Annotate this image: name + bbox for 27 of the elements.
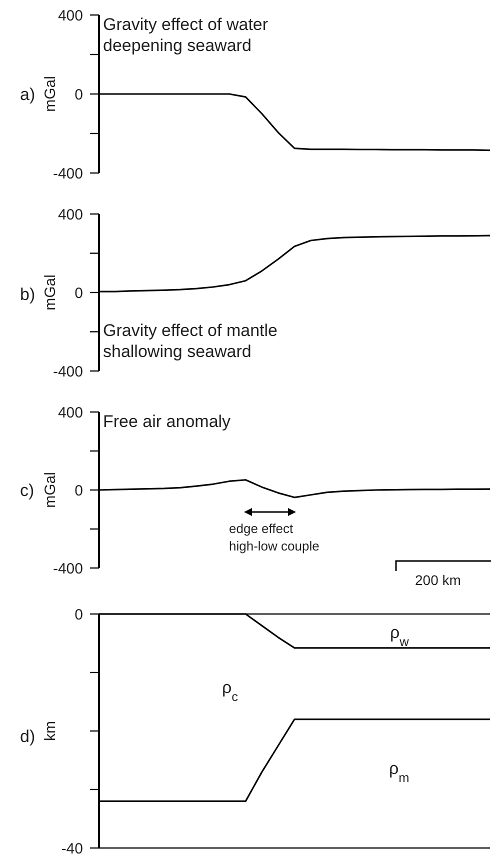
y-axis-title: km — [42, 721, 59, 741]
y-axis-title: mGal — [42, 274, 59, 310]
annotation: ρ$_{w}$ — [390, 623, 410, 648]
text: c) — [20, 481, 34, 500]
annotation: ρ$_{c}$ — [222, 678, 239, 704]
y-tick-label: 0 — [74, 86, 83, 104]
y-tick-label: -40 — [61, 840, 83, 858]
text: Gravity effect of mantle shallowing seaward — [103, 321, 278, 362]
y-tick-label: -400 — [52, 363, 83, 380]
annotation: ρ$_{m}$ — [389, 759, 410, 784]
y-tick-label: 400 — [58, 404, 83, 422]
text: b) — [20, 285, 36, 304]
y-tick-label: 0 — [74, 482, 83, 500]
text: d) — [20, 727, 36, 746]
text: 200 km — [415, 572, 461, 588]
y-tick-label: -400 — [52, 165, 83, 182]
text: Gravity effect of water deepening seaward — [103, 15, 268, 56]
y-tick-label: 0 — [74, 606, 83, 624]
chart-title: Free air anomaly — [103, 412, 232, 432]
y-tick-label: 400 — [58, 7, 83, 24]
y-axis-title: mGal — [42, 76, 59, 112]
text: a) — [20, 85, 36, 104]
y-tick-label: 0 — [74, 284, 83, 302]
y-tick-label: 400 — [58, 206, 83, 224]
annotation: edge effect high-low couple — [229, 521, 320, 554]
y-axis-title: mGal — [42, 472, 59, 508]
y-tick-label: -400 — [52, 560, 83, 578]
